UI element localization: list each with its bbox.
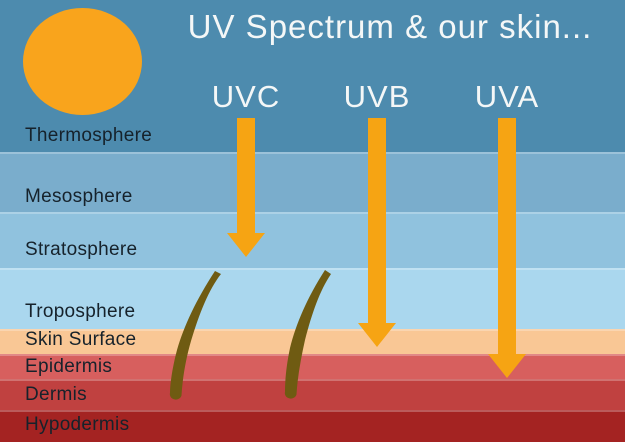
band-epidermis: Epidermis bbox=[0, 354, 625, 379]
layer-label-hypodermis: Hypodermis bbox=[25, 414, 130, 435]
band-stratosphere: Stratosphere bbox=[0, 212, 625, 268]
layer-label-skin-surface: Skin Surface bbox=[25, 329, 137, 350]
layer-label-thermosphere: Thermosphere bbox=[25, 125, 153, 146]
band-troposphere: Troposphere bbox=[0, 268, 625, 329]
layer-label-troposphere: Troposphere bbox=[25, 301, 136, 322]
sun-icon bbox=[23, 8, 142, 115]
layer-label-stratosphere: Stratosphere bbox=[25, 239, 138, 260]
layer-label-mesosphere: Mesosphere bbox=[25, 186, 133, 207]
band-hypodermis: Hypodermis bbox=[0, 410, 625, 442]
band-mesosphere: Mesosphere bbox=[0, 152, 625, 212]
uvc-label: UVC bbox=[211, 79, 281, 114]
band-skin-surface: Skin Surface bbox=[0, 329, 625, 354]
uva-label: UVA bbox=[474, 79, 540, 114]
page-title: UV Spectrum & our skin... bbox=[187, 8, 593, 45]
layer-label-epidermis: Epidermis bbox=[25, 356, 113, 377]
layer-label-dermis: Dermis bbox=[25, 384, 87, 405]
uvb-label: UVB bbox=[343, 79, 411, 114]
band-dermis: Dermis bbox=[0, 379, 625, 410]
